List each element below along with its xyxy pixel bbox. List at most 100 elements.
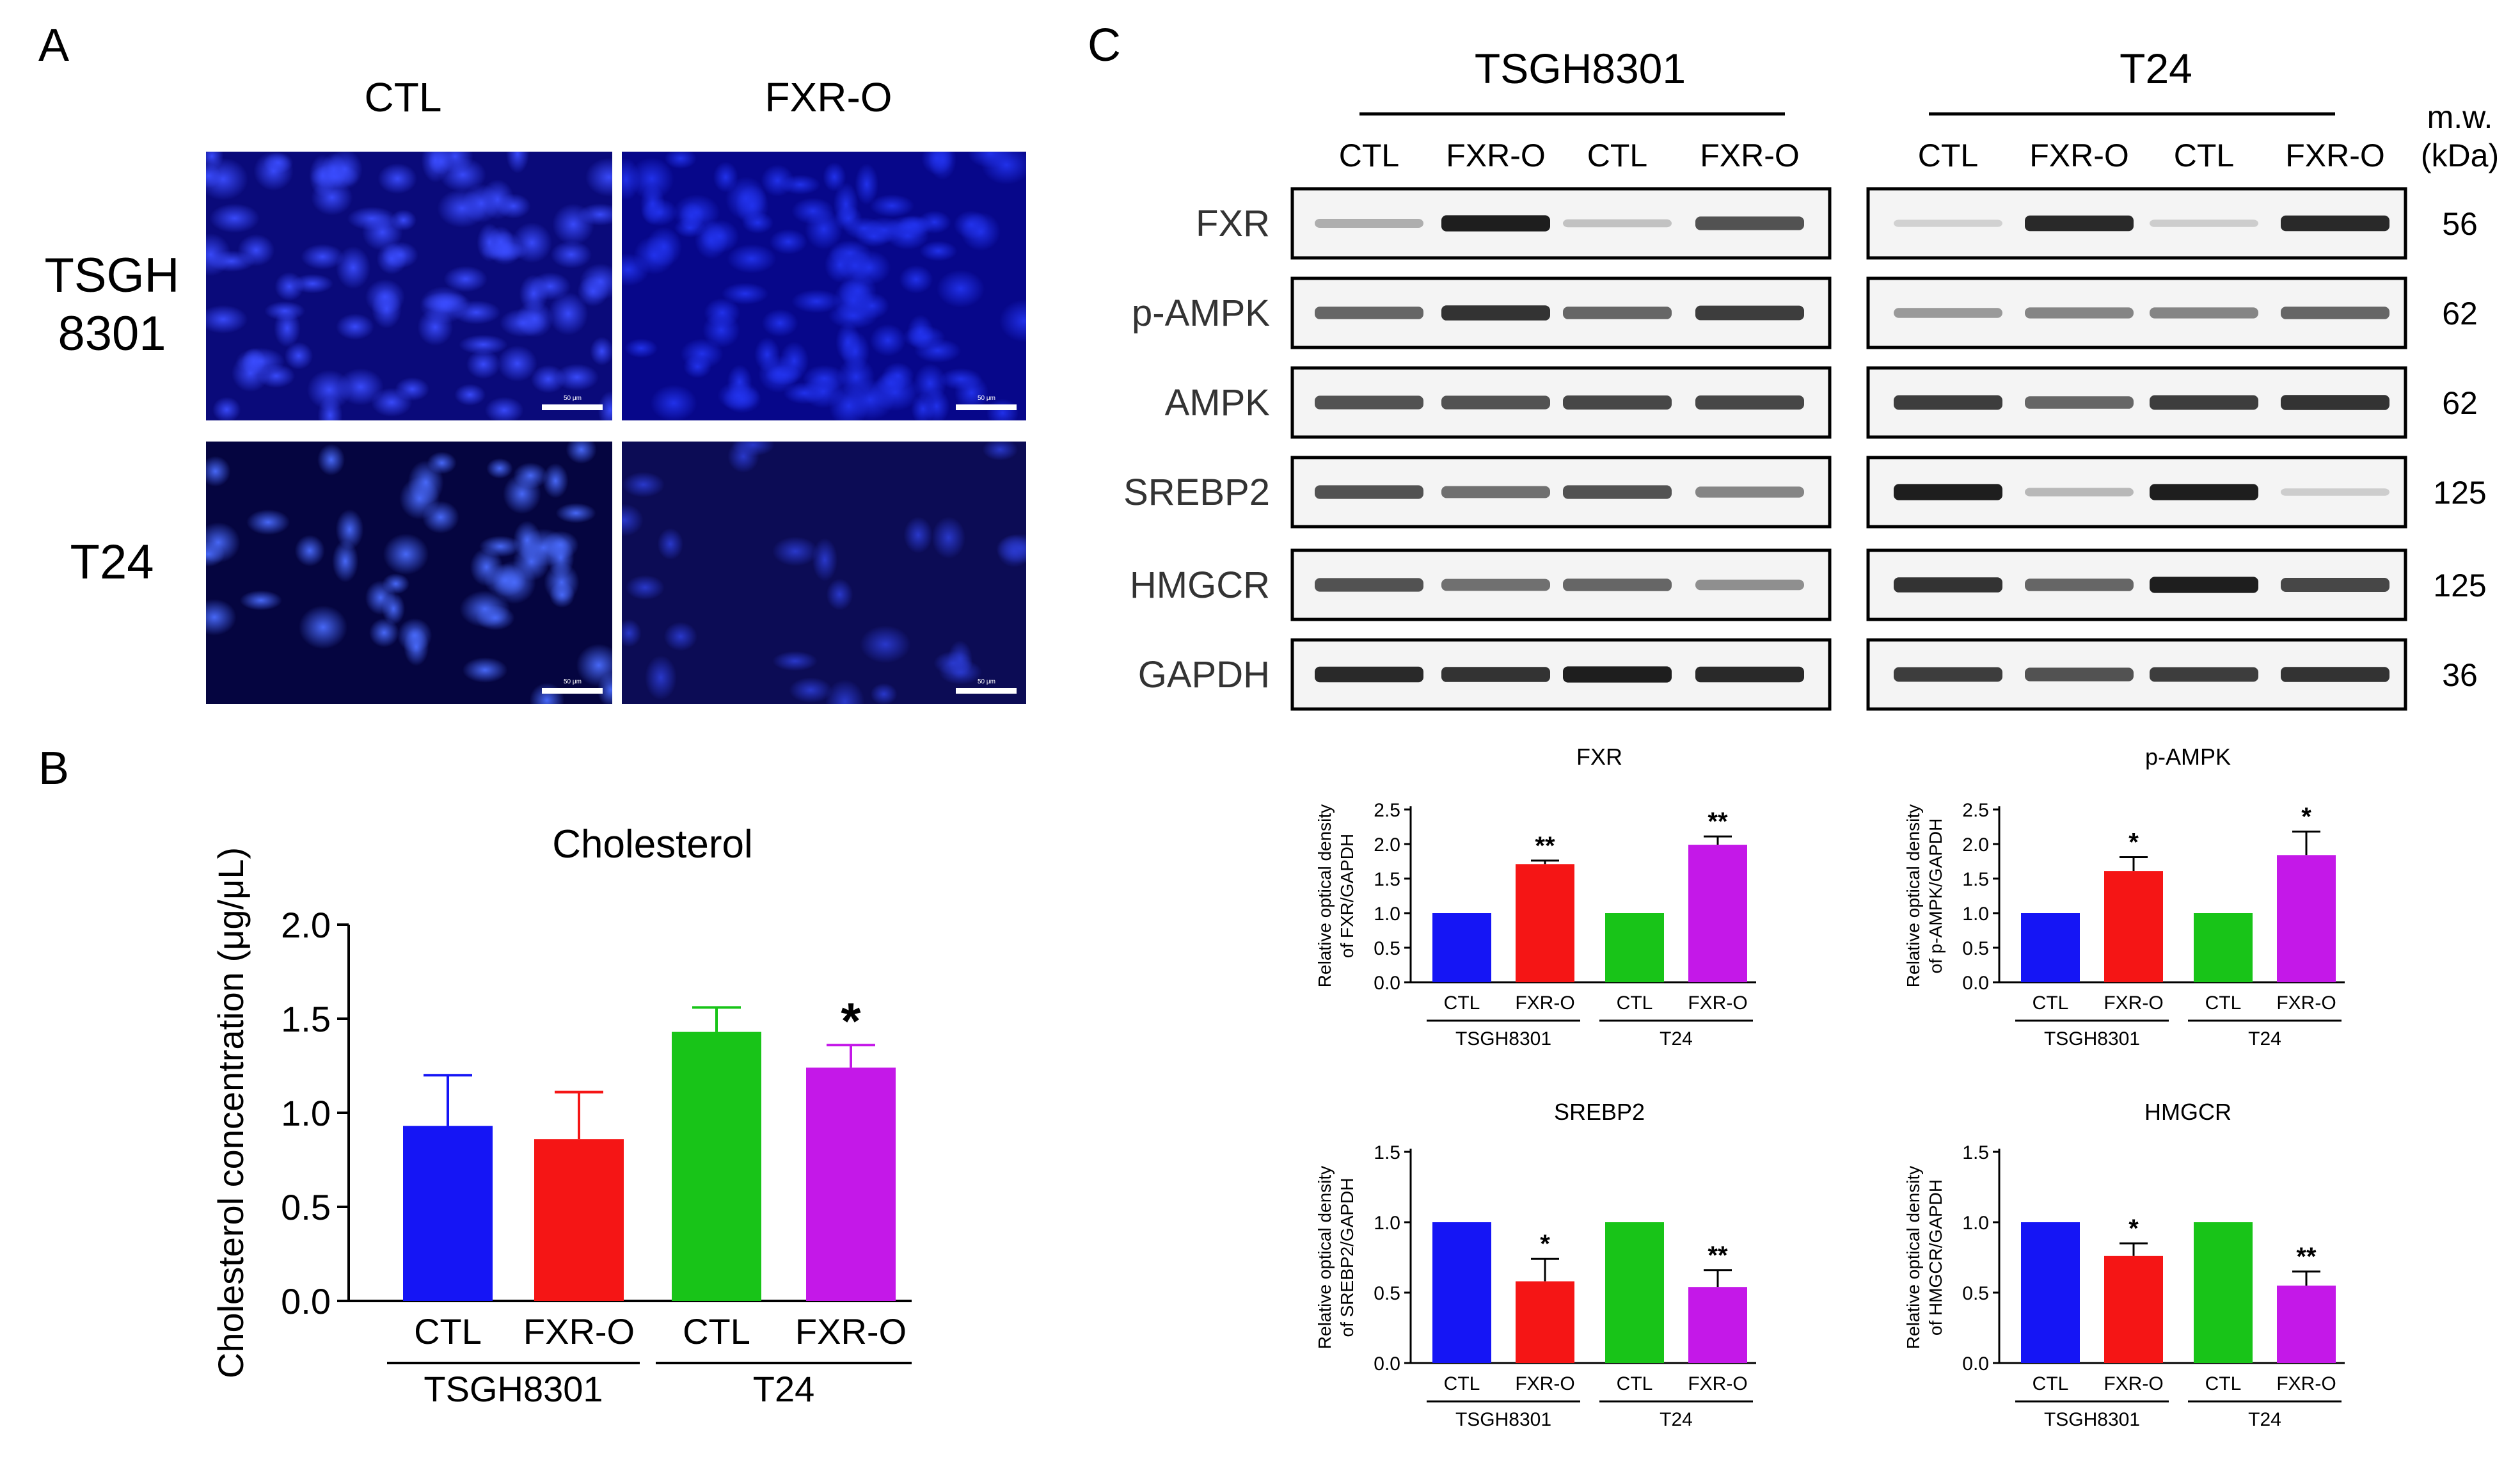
nucleus xyxy=(828,384,869,420)
nucleus xyxy=(336,313,374,340)
nucleus xyxy=(936,269,985,308)
band xyxy=(1563,219,1672,228)
nucleus xyxy=(206,599,237,636)
mw-header: m.w. xyxy=(2427,99,2493,135)
nucleus xyxy=(365,279,405,315)
band xyxy=(1315,395,1423,410)
bar xyxy=(1605,1222,1664,1363)
band xyxy=(2150,667,2258,682)
band xyxy=(1695,305,1804,321)
group-label: T24 xyxy=(753,1369,815,1409)
y-tick-label: 2.5 xyxy=(1962,800,1989,821)
bar xyxy=(1432,913,1491,982)
nucleus xyxy=(209,203,260,234)
significance-mark: ** xyxy=(1708,808,1728,836)
nucleus xyxy=(486,458,513,479)
bar xyxy=(2021,913,2080,982)
group-label: TSGH8301 xyxy=(2044,1028,2140,1049)
x-tick-label: FXR-O xyxy=(1688,993,1747,1014)
band xyxy=(1695,216,1804,230)
nucleus xyxy=(311,179,353,216)
band xyxy=(1441,215,1550,232)
nucleus xyxy=(332,539,359,583)
x-tick-label: FXR-O xyxy=(1515,1373,1574,1394)
nucleus xyxy=(876,371,907,395)
y-tick-label: 2.0 xyxy=(1962,834,1989,856)
band xyxy=(1894,577,2002,593)
y-tick-label: 1.5 xyxy=(1962,869,1989,890)
nucleus xyxy=(622,619,642,648)
nucleus xyxy=(462,657,508,683)
nucleus xyxy=(622,504,644,537)
nucleus xyxy=(823,162,846,192)
panel-label-c: C xyxy=(1088,20,1121,71)
lane-label: FXR-O xyxy=(2285,138,2385,173)
nucleus xyxy=(919,241,958,262)
nucleus xyxy=(761,164,795,197)
nucleus xyxy=(530,272,571,301)
nucleus xyxy=(550,241,592,269)
x-tick-label: CTL xyxy=(1617,993,1653,1014)
nucleus xyxy=(555,502,596,523)
nucleus xyxy=(505,152,530,173)
nucleus xyxy=(317,395,343,420)
nucleus xyxy=(466,349,501,379)
band xyxy=(1894,667,2002,682)
y-tick-label: 1.0 xyxy=(281,1093,331,1133)
nucleus xyxy=(772,651,818,671)
y-tick-label: 0.0 xyxy=(1962,1353,1989,1375)
y-tick-label: 1.5 xyxy=(1962,1142,1989,1163)
nucleus xyxy=(761,308,798,337)
bar xyxy=(1516,864,1574,982)
nucleus xyxy=(475,605,515,630)
protein-label: FXR xyxy=(1196,203,1270,244)
x-tick-label: CTL xyxy=(414,1311,482,1351)
mw-label: 36 xyxy=(2442,657,2478,693)
nucleus xyxy=(484,397,524,420)
nucleus xyxy=(664,152,697,169)
x-tick-label: CTL xyxy=(2033,993,2069,1014)
protein-label: p-AMPK xyxy=(1132,292,1270,334)
nucleus xyxy=(321,152,347,189)
band xyxy=(1695,486,1804,498)
y-tick-label: 2.5 xyxy=(1374,800,1400,821)
nucleus xyxy=(982,442,1018,461)
panel-a-col-header-ctl: CTL xyxy=(364,74,442,120)
nucleus xyxy=(383,533,429,575)
nucleus xyxy=(246,509,290,536)
x-tick-label: FXR-O xyxy=(2276,993,2336,1014)
scale-bar-label: 50 μm xyxy=(564,678,582,685)
nucleus xyxy=(854,292,889,319)
x-tick-label: CTL xyxy=(1444,993,1480,1014)
nucleus xyxy=(622,472,665,498)
nucleus xyxy=(939,659,983,685)
nucleus xyxy=(513,520,541,560)
panel-label-a: A xyxy=(38,20,70,71)
band xyxy=(2281,395,2389,410)
chart-title: FXR xyxy=(1576,744,1622,770)
nucleus xyxy=(552,203,594,246)
panel-label-b: B xyxy=(38,743,70,794)
significance-mark: * xyxy=(2128,1215,2139,1243)
bar xyxy=(2194,1222,2253,1363)
band xyxy=(2150,577,2258,593)
nucleus xyxy=(836,250,875,282)
nucleus xyxy=(999,299,1026,342)
band xyxy=(1894,308,2002,318)
y-tick-label: 0.5 xyxy=(1374,938,1400,959)
bar xyxy=(403,1126,493,1301)
band xyxy=(1563,307,1672,319)
band xyxy=(2281,578,2389,592)
bar xyxy=(1688,1287,1747,1363)
nucleus xyxy=(381,241,418,269)
y-tick-label: 0.0 xyxy=(281,1281,331,1321)
y-axis-label: Relative optical density xyxy=(1315,1166,1335,1349)
band xyxy=(2025,215,2134,232)
nucleus xyxy=(206,305,248,334)
mw-label: 62 xyxy=(2442,296,2478,331)
nucleus xyxy=(397,618,432,653)
band xyxy=(2025,667,2134,682)
nucleus xyxy=(721,282,769,305)
nucleus xyxy=(377,163,418,195)
mw-header: (kDa) xyxy=(2421,138,2499,173)
